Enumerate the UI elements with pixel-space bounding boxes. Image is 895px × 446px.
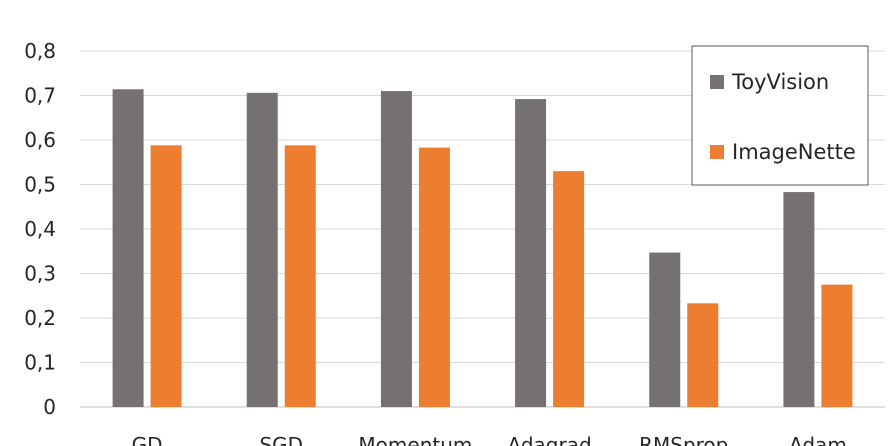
bar-toyvision-rmsprop bbox=[649, 252, 681, 407]
y-tick-label: 0,4 bbox=[24, 217, 56, 241]
bar-toyvision-gd bbox=[112, 89, 144, 408]
y-tick-label: 0,5 bbox=[24, 173, 56, 197]
y-tick-label: 0,6 bbox=[24, 128, 56, 152]
legend-label-toyvision: ToyVision bbox=[731, 70, 829, 94]
gridlines bbox=[80, 50, 885, 408]
bars bbox=[112, 89, 853, 408]
category-label: SGD bbox=[259, 433, 303, 446]
y-tick-label: 0,2 bbox=[24, 306, 56, 330]
legend: ToyVision ImageNette bbox=[691, 45, 869, 186]
bar-imagenette-adagrad bbox=[553, 171, 585, 407]
bar-toyvision-adam bbox=[783, 192, 815, 407]
y-tick-label: 0,1 bbox=[24, 351, 56, 375]
category-label: Adagrad bbox=[508, 433, 592, 446]
bar-imagenette-adam bbox=[821, 284, 853, 407]
bar-toyvision-sgd bbox=[246, 92, 278, 407]
category-label: Momentum bbox=[358, 433, 472, 446]
bar-imagenette-gd bbox=[150, 145, 182, 407]
bar-toyvision-adagrad bbox=[515, 99, 547, 407]
legend-label-imagenette: ImageNette bbox=[732, 140, 856, 164]
legend-swatch-toyvision bbox=[710, 75, 724, 89]
bar-imagenette-rmsprop bbox=[687, 303, 719, 407]
x-axis-category-labels: GD SGD Momentum Adagrad RMSprop Adam bbox=[132, 433, 847, 446]
bar-imagenette-momentum bbox=[418, 147, 450, 407]
bar-imagenette-sgd bbox=[284, 145, 316, 407]
y-tick-label: 0 bbox=[43, 395, 56, 419]
y-tick-label: 0,7 bbox=[24, 84, 56, 108]
bar-toyvision-momentum bbox=[380, 91, 412, 408]
y-tick-label: 0,3 bbox=[24, 262, 56, 286]
legend-box bbox=[691, 45, 869, 186]
y-tick-label: 0,8 bbox=[24, 39, 56, 63]
legend-swatch-imagenette bbox=[710, 145, 724, 159]
category-label: Adam bbox=[789, 433, 847, 446]
category-label: GD bbox=[132, 433, 163, 446]
category-label: RMSprop bbox=[639, 433, 728, 446]
y-axis-tick-labels: 0 0,1 0,2 0,3 0,4 0,5 0,6 0,7 0,8 bbox=[24, 39, 56, 419]
